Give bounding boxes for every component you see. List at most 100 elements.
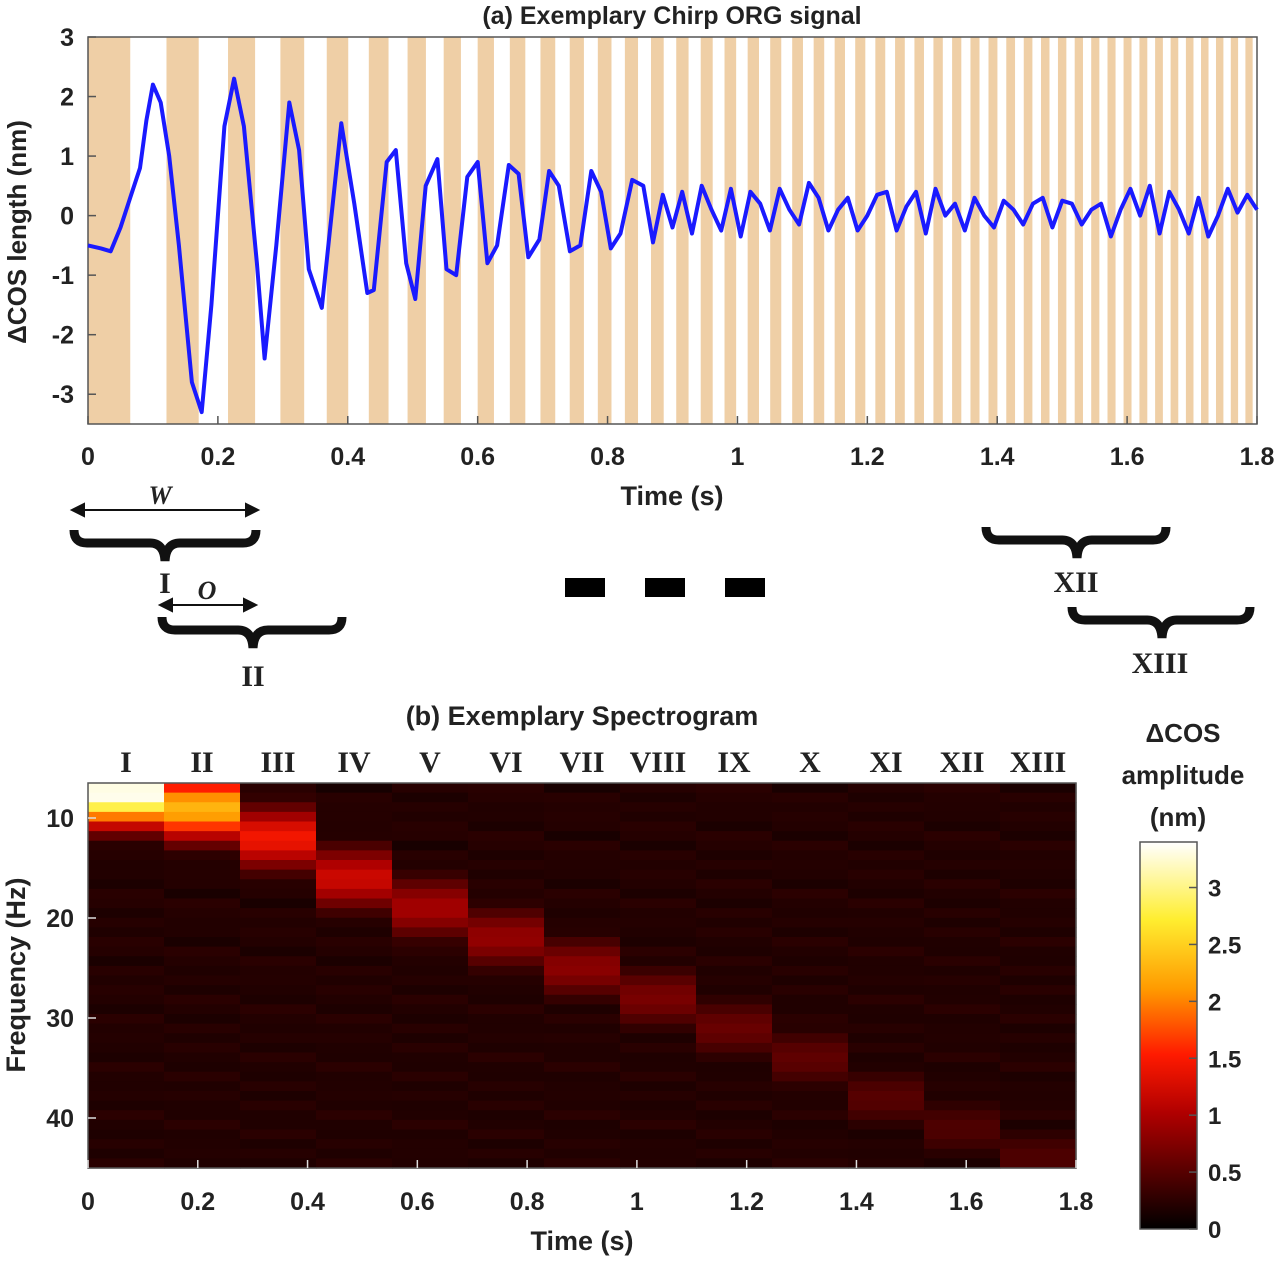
heatmap-cell: [924, 994, 1001, 1005]
heatmap-cell: [696, 1071, 773, 1082]
heatmap-cell: [240, 1042, 317, 1054]
stimulus-bar: [1170, 37, 1179, 424]
heatmap-cell: [772, 860, 849, 871]
heatmap-cell: [1000, 1071, 1077, 1082]
heatmap-cell: [772, 1091, 849, 1102]
heatmap-cell: [848, 1004, 925, 1015]
heatmap-cell: [924, 1071, 1001, 1082]
stimulus-bar: [813, 37, 825, 424]
heatmap-cell: [164, 888, 241, 900]
heatmap-cell: [164, 956, 241, 967]
heatmap-cell: [772, 908, 849, 919]
heatmap-cell: [848, 1023, 925, 1034]
heatmap-cell: [772, 811, 849, 823]
heatmap-cell: [316, 1110, 393, 1121]
heatmap-cell: [392, 937, 469, 948]
heatmap-cell: [316, 802, 393, 813]
stimulus-bar: [280, 37, 305, 424]
heatmap-cell: [544, 898, 621, 909]
heatmap-cell: [164, 1062, 241, 1073]
heatmap-cell: [468, 956, 545, 967]
heatmap-cell: [924, 1023, 1001, 1034]
colorbar-label-line3: (nm): [1150, 802, 1206, 832]
heatmap-cell: [620, 937, 697, 948]
heatmap-cell: [164, 994, 241, 1005]
heatmap-cell: [164, 831, 241, 842]
heatmap-cell: [924, 869, 1001, 880]
heatmap-cell: [316, 927, 393, 938]
heatmap-cell: [392, 1052, 469, 1063]
heatmap-cell: [772, 1081, 849, 1092]
stimulus-bar: [875, 37, 886, 424]
heatmap-cell: [240, 975, 317, 986]
heatmap-cell: [696, 792, 773, 803]
heatmap-cell: [316, 1139, 393, 1150]
heatmap-cell: [1000, 1139, 1077, 1150]
heatmap-cell: [468, 860, 545, 871]
heatmap-cell: [620, 1129, 697, 1140]
heatmap-cell: [164, 985, 241, 996]
heatmap-cell: [620, 917, 697, 928]
heatmap-cell: [88, 1158, 165, 1169]
heatmap-cell: [924, 811, 1001, 823]
heatmap-cell: [848, 1081, 925, 1092]
heatmap-cell: [544, 1052, 621, 1063]
x-tick-label: 0.2: [201, 443, 236, 471]
heatmap-cell: [696, 1081, 773, 1092]
panel-a-frame: [87, 36, 1258, 425]
colorbar-ticks: 0 0.5 1 1.5 2 2.5 3: [1189, 876, 1241, 1244]
stimulus-bar: [895, 37, 905, 424]
heatmap-cell: [164, 898, 241, 909]
window-label: I: [120, 746, 132, 779]
heatmap-cell: [164, 840, 241, 851]
brace-window-12: [981, 526, 1171, 559]
window-labels: I II III IV V VI VII VIII IX X XI XII XIII: [120, 746, 1066, 779]
heatmap-cell: [88, 994, 165, 1005]
heatmap-cell: [468, 802, 545, 813]
heatmap-cell: [468, 1081, 545, 1092]
heatmap-cell: [772, 917, 849, 928]
heatmap-cell: [696, 869, 773, 880]
heatmap-cell: [164, 1119, 241, 1131]
heatmap-cell: [1000, 783, 1077, 794]
heatmap-cell: [164, 927, 241, 938]
window-w-label: W: [148, 481, 173, 510]
heatmap-cell: [468, 1071, 545, 1082]
heatmap-cell: [316, 994, 393, 1005]
x-tick-label: 0.6: [400, 1188, 435, 1216]
heatmap-cell: [544, 946, 621, 957]
heatmap-cell: [240, 860, 317, 871]
heatmap-cell: [924, 1139, 1001, 1150]
heatmap-cell: [848, 1014, 925, 1025]
x-tick-label: 0.6: [460, 443, 495, 471]
heatmap-cell: [316, 1042, 393, 1054]
heatmap-cell: [848, 1052, 925, 1063]
heatmap-cell: [88, 1148, 165, 1159]
heatmap-cell: [392, 1100, 469, 1111]
heatmap-cell: [848, 888, 925, 900]
x-tick-label: 0.4: [330, 443, 365, 471]
heatmap-cell: [620, 1100, 697, 1111]
heatmap-cell: [468, 994, 545, 1005]
heatmap-cell: [924, 985, 1001, 996]
heatmap-cell: [620, 1110, 697, 1121]
heatmap-cell: [620, 985, 697, 996]
heatmap-cell: [924, 1052, 1001, 1063]
heatmap-cell: [316, 1033, 393, 1044]
heatmap-cell: [696, 956, 773, 967]
heatmap-cell: [544, 908, 621, 919]
heatmap-cell: [88, 1110, 165, 1121]
heatmap-cell: [924, 1158, 1001, 1169]
heatmap-cell: [392, 908, 469, 919]
heatmap-cell: [164, 1014, 241, 1025]
panel-b-frame: [87, 782, 1077, 1169]
heatmap-cell: [240, 888, 317, 900]
heatmap-cell: [88, 860, 165, 871]
heatmap-cell: [620, 1042, 697, 1054]
heatmap-cell: [772, 927, 849, 938]
heatmap-cell: [240, 965, 317, 977]
heatmap-cell: [696, 802, 773, 813]
heatmap-cell: [696, 1062, 773, 1073]
heatmap-cell: [1000, 1091, 1077, 1102]
heatmap-cell: [88, 1062, 165, 1073]
